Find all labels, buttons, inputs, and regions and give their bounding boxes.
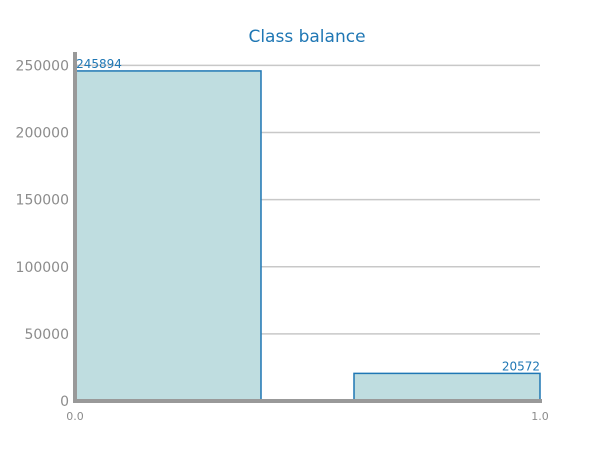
- data-label-0: 245894: [76, 57, 122, 71]
- bar-1: [353, 372, 541, 402]
- y-tick-label: 250000: [16, 58, 69, 74]
- axis-layer: [73, 52, 542, 403]
- y-tick-label: 200000: [16, 126, 69, 142]
- y-tick-label: 50000: [24, 327, 69, 343]
- x-tick-label: 0.0: [66, 410, 84, 423]
- y-tick-label: 100000: [16, 260, 69, 276]
- y-tick-label: 150000: [16, 193, 69, 209]
- bar-0: [74, 70, 262, 402]
- bar-layer: [74, 70, 541, 402]
- x-tick-label: 1.0: [531, 410, 549, 423]
- label-layer: 0 50000 100000 150000 200000 250000 0.0 1.0 2458…: [16, 57, 549, 423]
- chart-title: Class balance: [248, 27, 365, 47]
- y-tick-label: 0: [60, 394, 69, 410]
- data-label-1: 20572: [502, 359, 540, 373]
